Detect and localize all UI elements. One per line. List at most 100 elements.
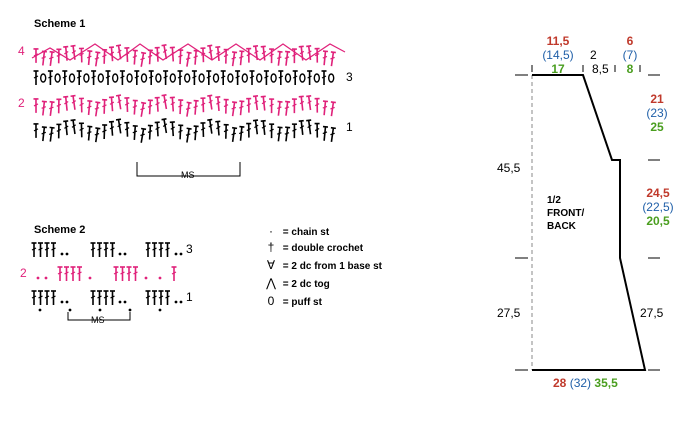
armhole-size-2: (23) <box>646 106 668 120</box>
dc-stitch <box>206 94 216 111</box>
dc-stitch <box>144 242 152 258</box>
puff-stitch <box>270 73 277 83</box>
2dc-tog-icon: ⋀ <box>266 276 276 290</box>
scheme1-row-1-stitches <box>32 118 337 144</box>
dc-stitch <box>144 290 152 306</box>
scheme2-row-3-stitches <box>30 242 183 258</box>
neck-drop: 2 <box>590 48 597 62</box>
chain-stitch <box>36 276 40 280</box>
dc-stitch <box>55 48 63 65</box>
scheme1-row-3-stitches <box>32 70 335 86</box>
dc-stitch <box>62 120 71 137</box>
dc-stitch <box>268 123 275 139</box>
dc-stitch <box>61 70 69 86</box>
dc-stitch <box>78 122 86 139</box>
dc-stitch <box>119 70 126 86</box>
armhole-size-1: 21 <box>650 92 664 106</box>
dc-stitch <box>153 96 162 113</box>
scheme1-title: Scheme 1 <box>34 18 86 30</box>
dc-stitch <box>191 99 200 116</box>
dc-stitch <box>199 97 207 114</box>
dc-stitch <box>263 70 270 86</box>
dc-stitch <box>47 126 56 143</box>
dc-stitch <box>160 93 170 111</box>
scheme1-ms-label: MS <box>181 170 195 180</box>
legend-item-chain: · = chain st <box>262 224 329 238</box>
dc-stitch <box>252 44 261 62</box>
2dc-base-icon: ∀ <box>266 258 276 272</box>
chain-stitch <box>65 300 69 304</box>
dc-stitch <box>85 100 94 117</box>
scheme2-ms-label: MS <box>91 315 105 325</box>
shoulder-size-3: 8 <box>626 62 634 76</box>
dc-stitch <box>199 122 207 138</box>
dc-stitch <box>214 120 223 137</box>
dc-stitch <box>47 70 54 86</box>
puff-stitch <box>299 73 306 83</box>
dc-stitch <box>96 242 103 258</box>
puff-stitch <box>140 73 148 83</box>
dc-stitch <box>47 50 56 67</box>
dc-stitch <box>100 124 108 140</box>
dc-stitch <box>297 95 307 112</box>
dc-stitch <box>245 122 253 139</box>
dc-stitch <box>176 49 185 65</box>
right-lower-length: 27,5 <box>640 306 664 320</box>
chain-stitch <box>118 252 122 256</box>
dc-stitch <box>92 101 102 118</box>
dc-stitch <box>282 100 291 117</box>
dc-stitch <box>108 96 116 113</box>
top-width-size-3: 17 <box>551 62 565 76</box>
dc-stitch <box>32 123 40 139</box>
left-upper-length: 45,5 <box>497 161 521 175</box>
dc-stitch <box>169 96 177 113</box>
scheme2-row-number-3: 3 <box>186 242 193 256</box>
dc-stitch <box>92 127 102 144</box>
dc-stitch <box>109 242 116 258</box>
chain-stitch <box>60 300 64 304</box>
scheme1-row-4 <box>31 43 346 61</box>
bottom-width: 28 (32) 35,5 <box>553 376 618 390</box>
puff-stitch <box>97 73 105 83</box>
puff-stitch <box>241 73 249 83</box>
scheme1-row-number-4: 4 <box>18 44 25 58</box>
chain-stitch <box>179 300 183 304</box>
dc-stitch <box>123 97 131 113</box>
dc-stitch <box>30 290 38 306</box>
dc-stitch <box>85 125 94 142</box>
dc-stitch <box>37 290 44 306</box>
puff-stitch <box>227 73 234 83</box>
dc-stitch <box>109 290 116 306</box>
chain-stitch <box>128 308 132 312</box>
dc-stitch <box>291 70 299 86</box>
puff-stitch <box>212 73 220 83</box>
dc-stitch <box>297 119 307 136</box>
scheme2-ms-bracket <box>67 312 131 321</box>
chain-stitch <box>174 300 178 304</box>
side-upper-size-1: 24,5 <box>646 186 670 200</box>
dc-stitch <box>282 126 291 143</box>
dc-stitch <box>63 266 70 282</box>
dc-stitch <box>160 118 170 135</box>
dc-stitch <box>32 48 40 64</box>
chain-stitch <box>68 308 72 312</box>
dc-stitch <box>32 98 40 114</box>
dc-stitch <box>131 49 139 66</box>
chain-stitch <box>174 252 178 256</box>
dc-stitch <box>43 242 51 258</box>
dc-stitch <box>50 290 57 306</box>
chain-stitch <box>144 276 148 280</box>
puff-stitch <box>256 73 263 83</box>
puff-stitch <box>328 73 335 83</box>
dc-stitch <box>214 96 223 112</box>
side-upper-size-3: 20,5 <box>646 214 670 228</box>
dc-stitch <box>169 121 177 138</box>
scheme1-row-number-2: 2 <box>18 96 25 110</box>
dc-stitch <box>153 121 162 138</box>
dc-stitch <box>123 121 131 138</box>
dc-stitch <box>176 99 185 115</box>
dc-stitch <box>39 100 48 117</box>
dc-stitch <box>259 95 269 112</box>
puff-stitch <box>284 73 292 83</box>
dc-stitch <box>320 50 329 67</box>
